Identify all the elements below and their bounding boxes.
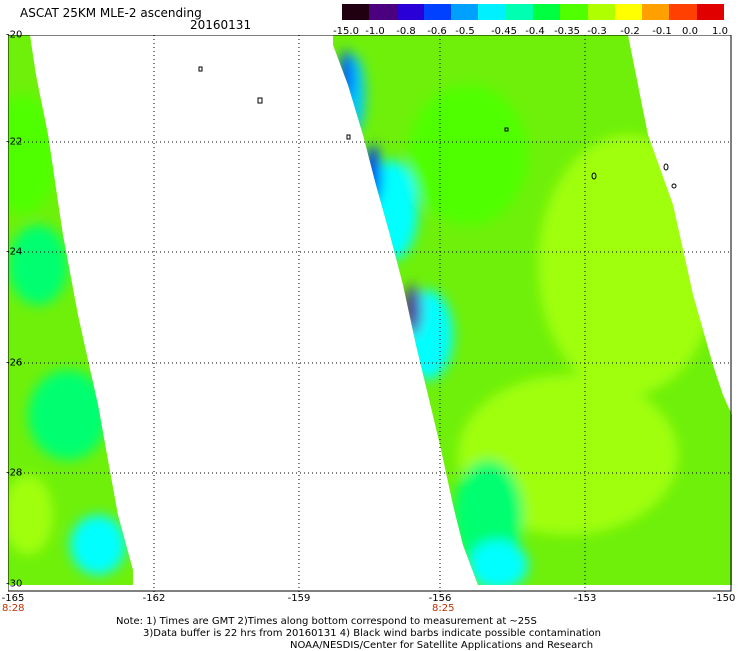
- colorbar: [342, 4, 724, 20]
- grid: [8, 35, 732, 592]
- y-tick-label: -20: [6, 29, 23, 41]
- data-patch: [405, 285, 421, 335]
- x-tick-label: -165: [1, 593, 25, 604]
- y-tick-label: -30: [6, 578, 23, 590]
- colorbar-segment: [369, 4, 397, 20]
- y-tick-label: -22: [6, 136, 23, 148]
- map-date: 20160131: [190, 18, 252, 32]
- data-patch: [8, 475, 53, 555]
- x-tick-label: -156: [428, 593, 452, 604]
- colorbar-tick-label: -0.2: [620, 26, 640, 37]
- note-line: NOAA/NESDIS/Center for Satellite Applica…: [290, 640, 594, 651]
- colorbar-segment: [614, 4, 643, 20]
- data-patch: [8, 225, 68, 305]
- colorbar-tick-label: -1.0: [365, 26, 385, 37]
- data-patch: [8, 95, 58, 215]
- colorbar-segment: [451, 4, 479, 20]
- x-tick-label: -153: [573, 593, 597, 604]
- colorbar-tick-label: -0.45: [491, 26, 517, 37]
- x-tick-label: -162: [142, 593, 166, 604]
- colorbar-segment: [396, 4, 424, 20]
- data-patch: [28, 370, 108, 460]
- data-patch: [340, 50, 352, 100]
- data-patch: [538, 135, 718, 395]
- colorbar-segment: [342, 4, 370, 20]
- colorbar-segment: [642, 4, 670, 20]
- x-tick-label: -150: [712, 593, 736, 604]
- data-patch: [365, 145, 381, 205]
- data-patch: [408, 85, 528, 225]
- colorbar-tick-label: -0.35: [554, 26, 580, 37]
- colorbar-segment: [669, 4, 697, 20]
- overpass-time-label: 8:25: [432, 603, 455, 614]
- colorbar-segment: [532, 4, 561, 20]
- island-outlines: [198, 66, 677, 189]
- x-tick-label: -159: [287, 593, 311, 604]
- colorbar-segment: [587, 4, 615, 20]
- map-title: ASCAT 25KM MLE-2 ascending: [20, 6, 202, 20]
- colorbar-tick-label: -0.3: [587, 26, 607, 37]
- note-line: 3)Data buffer is 22 hrs from 20160131 4)…: [143, 628, 601, 639]
- map-frame: [8, 35, 732, 592]
- colorbar-tick-label: -0.8: [396, 26, 416, 37]
- colorbar-segment: [478, 4, 506, 20]
- colorbar-tick-label: 1.0: [712, 26, 728, 37]
- colorbar-segment: [696, 4, 724, 20]
- y-tick-label: -24: [6, 246, 23, 258]
- colorbar-segment: [423, 4, 452, 20]
- colorbar-segment: [560, 4, 588, 20]
- colorbar-tick-label: -0.1: [652, 26, 672, 37]
- data-patch: [70, 515, 126, 575]
- y-tick-label: -28: [6, 467, 23, 479]
- data-patch: [468, 540, 528, 585]
- y-tick-label: -26: [6, 357, 23, 369]
- note-line: Note: 1) Times are GMT 2)Times along bot…: [116, 616, 537, 627]
- colorbar-tick-label: -0.4: [525, 26, 545, 37]
- colorbar-tick-label: -0.6: [427, 26, 447, 37]
- colorbar-tick-label: 0.0: [682, 26, 698, 37]
- colorbar-tick-label: -15.0: [333, 26, 359, 37]
- overpass-time-label: 8:28: [2, 603, 25, 614]
- colorbar-tick-label: -0.5: [455, 26, 475, 37]
- colorbar-segment: [505, 4, 533, 20]
- map-plot: [8, 35, 732, 592]
